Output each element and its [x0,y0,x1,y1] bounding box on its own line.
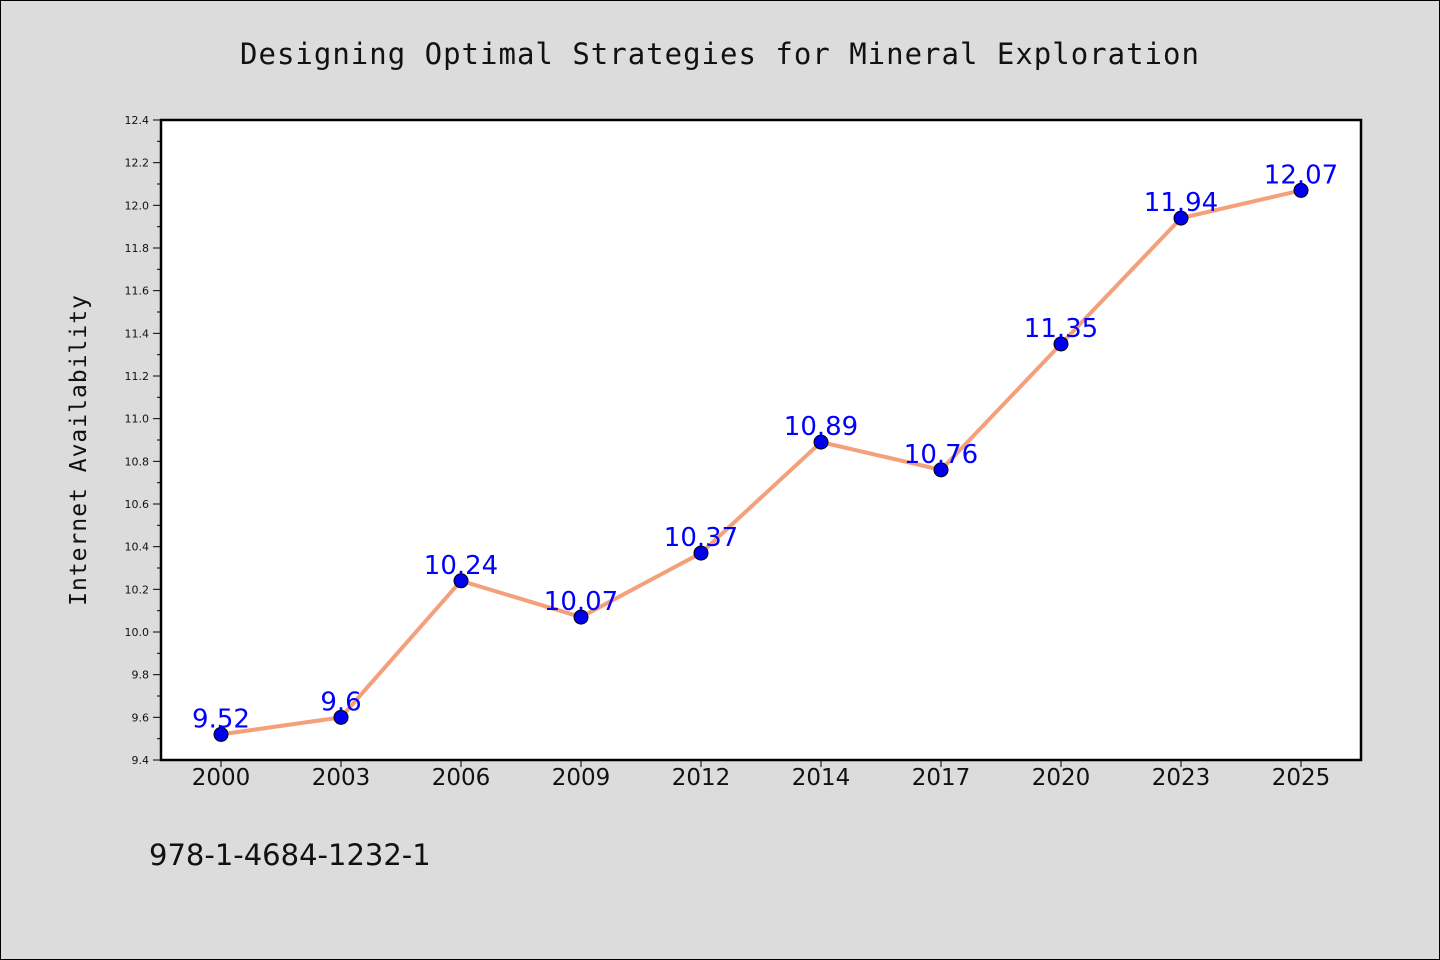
y-tick-label: 12.0 [125,199,150,212]
data-point [1173,210,1189,226]
data-point [213,726,229,742]
series-layer [213,182,1309,742]
x-tick-label: 2020 [1032,765,1091,791]
plot-frame [159,118,1363,762]
isbn-footer: 978-1-4684-1232-1 [149,838,431,872]
chart-title: Designing Optimal Strategies for Mineral… [240,37,1200,71]
x-tick-label: 2017 [912,765,971,791]
series-line [220,188,1302,737]
y-tick-label: 9.6 [132,711,150,724]
y-tick-label: 10.6 [125,498,150,511]
y-tick-label: 12.2 [125,157,150,170]
data-label: 10.89 [784,412,858,442]
data-label: 11.35 [1024,314,1098,344]
data-label: 10.24 [424,551,498,581]
y-tick-label: 10.0 [125,626,150,639]
data-label: 9.52 [192,704,250,734]
plot-area [161,120,1361,760]
y-tick-label: 12.4 [125,114,150,127]
y-tick-label: 11.4 [125,327,150,340]
data-labels: 9.52 9.6 10.24 10.07 10.37 10.89 10.76 11.35 11.… [192,160,1338,734]
data-point [573,609,589,625]
data-point [1053,336,1069,352]
x-tick-label: 2025 [1272,765,1331,791]
x-tick-label: 2000 [192,765,251,791]
data-label: 12.07 [1264,160,1338,190]
y-axis-ticks: 9.4 9.6 9.8 10.0 10.2 10.4 10.6 10.8 11.0 11.2 11.… [125,114,161,767]
x-tick-label: 2003 [312,765,371,791]
y-tick-label: 11.2 [125,370,150,383]
x-tick-label: 2006 [432,765,491,791]
data-label: 10.07 [544,587,618,617]
y-tick-label: 10.4 [125,541,150,554]
data-point [1293,182,1309,198]
data-label: 10.37 [664,523,738,553]
data-label: 11.94 [1144,188,1218,218]
y-tick-label: 11.0 [125,413,150,426]
y-tick-label: 11.8 [125,242,150,255]
data-point [693,545,709,561]
y-tick-label: 10.2 [125,583,150,596]
x-tick-label: 2009 [552,765,611,791]
y-tick-label: 9.4 [132,754,150,767]
x-axis-ticks: 2000 2003 2006 2009 2012 2014 2017 2020 2023 2025 [192,760,1331,791]
y-tick-label: 11.6 [125,285,150,298]
x-tick-label: 2014 [792,765,851,791]
data-point [333,709,349,725]
x-tick-label: 2012 [672,765,731,791]
data-point [453,573,469,589]
y-tick-label: 10.8 [125,455,150,468]
data-point [813,434,829,450]
data-label: 9.6 [320,687,361,717]
data-label: 10.76 [904,440,978,470]
y-tick-label: 9.8 [132,669,150,682]
y-axis-label: Internet Availability [66,294,92,606]
data-point [933,462,949,478]
x-tick-label: 2023 [1152,765,1211,791]
